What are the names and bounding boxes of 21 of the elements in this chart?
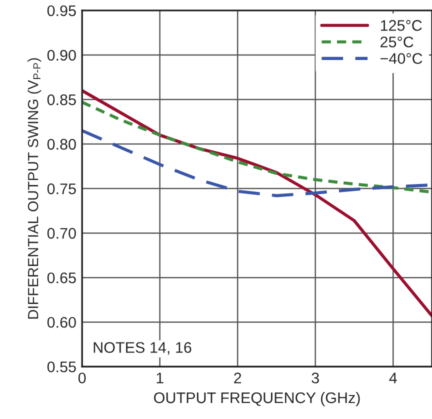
y-tick-label: 0.65 (47, 272, 76, 284)
y-tick-label: 0.55 (47, 361, 76, 372)
line-series (82, 100, 432, 194)
y-tick-label: 0.95 (47, 5, 76, 16)
y-tick-label: 0.80 (47, 138, 76, 150)
annotation: NOTES 14, 16 (94, 342, 192, 355)
legend-label: 25°C (380, 36, 414, 48)
legend-label: −40°C (380, 53, 422, 64)
y-tick-label: 0.75 (47, 183, 76, 194)
x-tick-label: 2 (234, 372, 242, 384)
x-tick-label: 0 (78, 372, 86, 384)
y-axis-title: DIFFERENTIAL OUTPUT SWING (V$_{P-P}$) (28, 58, 42, 319)
x-axis-title: OUTPUT FREQUENCY (GHz) (154, 392, 360, 406)
y-tick-label: 0.70 (47, 228, 76, 239)
x-tick-label: 3 (312, 372, 319, 384)
x-tick-label: 4 (389, 372, 397, 384)
y-tick-label: 0.85 (47, 94, 76, 106)
legend-label: 125°C (380, 20, 422, 31)
y-tick-label: 0.90 (47, 50, 76, 61)
x-tick-label: 1 (156, 372, 164, 384)
y-tick-label: 0.60 (47, 316, 76, 328)
